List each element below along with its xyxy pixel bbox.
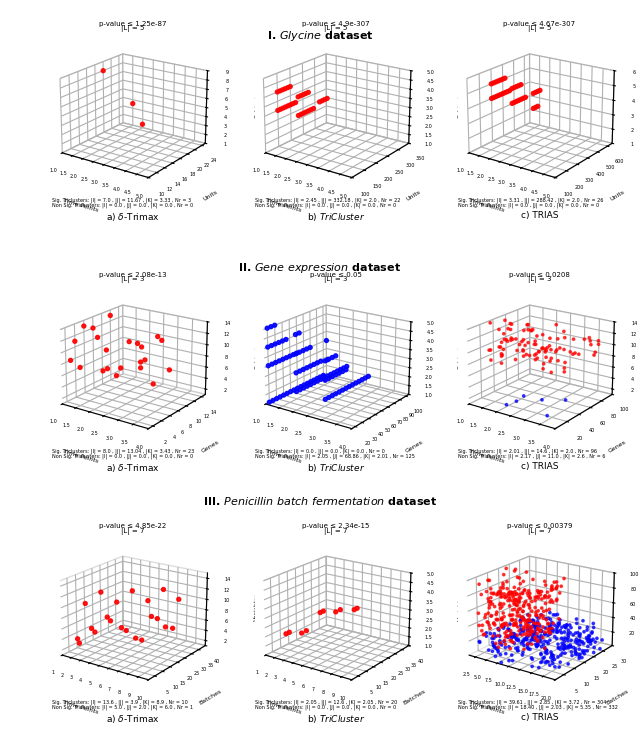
Y-axis label: Genes: Genes bbox=[607, 439, 627, 454]
Y-axis label: Genes: Genes bbox=[404, 439, 424, 454]
Text: Sig. Triclusters: |I| = 39.61 , |J| = 2.85 , |K| = 3.72 , Nr = 304: Sig. Triclusters: |I| = 39.61 , |J| = 2.… bbox=[458, 700, 607, 705]
Y-axis label: Units: Units bbox=[202, 189, 219, 202]
X-axis label: Time Points: Time Points bbox=[62, 449, 99, 464]
Y-axis label: Batches: Batches bbox=[198, 688, 223, 706]
Text: p-value ≤ 1.25e-87: p-value ≤ 1.25e-87 bbox=[99, 21, 166, 27]
Text: p-value ≤ 0.05: p-value ≤ 0.05 bbox=[310, 272, 362, 278]
Text: |L| = 7: |L| = 7 bbox=[121, 528, 145, 534]
Text: p-value ≤ 2.08e-13: p-value ≤ 2.08e-13 bbox=[99, 272, 166, 278]
Text: Sig. Triclusters: |I| = 2.01 , |J| = 14.6 , |K| = 2.0 , Nr = 96: Sig. Triclusters: |I| = 2.01 , |J| = 14.… bbox=[458, 448, 597, 454]
X-axis label: Time Points: Time Points bbox=[266, 198, 302, 213]
X-axis label: Time Points: Time Points bbox=[469, 700, 505, 715]
Text: III. $\it{Penicillin\ batch\ fermentation}$ dataset: III. $\it{Penicillin\ batch\ fermentatio… bbox=[203, 495, 437, 507]
Text: |L| = 5: |L| = 5 bbox=[121, 25, 144, 32]
Text: Non Sig. Triclusters: |I| = 5.0 , |J| = 2.0 , |K| = 6.0 , Nr = 1: Non Sig. Triclusters: |I| = 5.0 , |J| = … bbox=[52, 705, 193, 710]
Text: Non Sig. Triclusters: |I| = 18.40 , |J| = 2.03 , |K| = 5.35 , Nr = 332: Non Sig. Triclusters: |I| = 18.40 , |J| … bbox=[458, 705, 618, 710]
Text: p-value ≤ 0.00379: p-value ≤ 0.00379 bbox=[507, 523, 572, 529]
Text: Sig. Triclusters: |I| = 7.0 , |J| = 11.67 , |K| = 3.33 , Nr = 3: Sig. Triclusters: |I| = 7.0 , |J| = 11.6… bbox=[52, 197, 191, 203]
Text: II. $\it{Gene\ expression}$ dataset: II. $\it{Gene\ expression}$ dataset bbox=[239, 261, 401, 275]
Text: Non Sig. Triclusters: |I| = 0.0 , |J| = 0.0 , |K| = 0.0 , Nr = 0: Non Sig. Triclusters: |I| = 0.0 , |J| = … bbox=[255, 705, 396, 710]
Text: |L| = 3: |L| = 3 bbox=[324, 277, 348, 283]
Y-axis label: Batches: Batches bbox=[605, 688, 630, 706]
Text: b) $\it{TriCluster}$: b) $\it{TriCluster}$ bbox=[307, 462, 365, 474]
Text: I. $\it{Glycine}$ dataset: I. $\it{Glycine}$ dataset bbox=[266, 29, 374, 43]
Text: a) $\delta$-Trimax: a) $\delta$-Trimax bbox=[106, 462, 159, 474]
Text: a) $\delta$-Trimax: a) $\delta$-Trimax bbox=[106, 713, 159, 725]
Y-axis label: Batches: Batches bbox=[402, 688, 426, 706]
X-axis label: Time Points: Time Points bbox=[266, 700, 302, 715]
Text: Sig. Triclusters: |I| = 0.0 , |J| = 0.0 , |K| = 0.0 , Nr = 0: Sig. Triclusters: |I| = 0.0 , |J| = 0.0 … bbox=[255, 448, 385, 454]
Text: p-value ≤ 4.85e-22: p-value ≤ 4.85e-22 bbox=[99, 523, 166, 529]
Text: p-value ≤ 2.34e-15: p-value ≤ 2.34e-15 bbox=[302, 523, 370, 529]
Text: Sig. Triclusters: |I| = 13.6 , |J| = 3.9 , |K| = 8.9 , Nr = 10: Sig. Triclusters: |I| = 13.6 , |J| = 3.9… bbox=[52, 700, 188, 705]
Text: Non Sig. Triclusters: |I| = 0.0 , |J| = 0.0 , |K| = 0.0 , Nr = 0: Non Sig. Triclusters: |I| = 0.0 , |J| = … bbox=[52, 203, 193, 208]
Text: p-value ≤ 4.9e-307: p-value ≤ 4.9e-307 bbox=[302, 21, 370, 27]
Text: Sig. Triclusters: |I| = 2.45 , |J| = 332.18 , |K| = 2.0 , Nr = 22: Sig. Triclusters: |I| = 2.45 , |J| = 332… bbox=[255, 197, 401, 203]
Text: |L| = 5: |L| = 5 bbox=[528, 25, 551, 32]
Text: b) $\it{TriCluster}$: b) $\it{TriCluster}$ bbox=[307, 211, 365, 223]
Text: p-value ≤ 4.67e-307: p-value ≤ 4.67e-307 bbox=[504, 21, 575, 27]
Text: c) TRIAS: c) TRIAS bbox=[521, 462, 558, 471]
Text: Sig. Triclusters: |I| = 3.31 , |J| = 288.42 , |K| = 2.0 , Nr = 26: Sig. Triclusters: |I| = 3.31 , |J| = 288… bbox=[458, 197, 604, 203]
Text: Non Sig. Triclusters: |I| = 2.17 , |J| = 11.0 , |K| = 2.6 , Nr = 6: Non Sig. Triclusters: |I| = 2.17 , |J| =… bbox=[458, 454, 606, 459]
Text: |L| = 3: |L| = 3 bbox=[527, 277, 551, 283]
Text: Non Sig. Triclusters: |I| = 0.0 , |J| = 0.0 , |K| = 0.0 , Nr = 0: Non Sig. Triclusters: |I| = 0.0 , |J| = … bbox=[255, 203, 396, 208]
Text: b) $\it{TriCluster}$: b) $\it{TriCluster}$ bbox=[307, 713, 365, 725]
X-axis label: Time Points: Time Points bbox=[469, 198, 505, 213]
Text: |L| = 7: |L| = 7 bbox=[527, 528, 551, 534]
X-axis label: Time Points: Time Points bbox=[62, 198, 99, 213]
Text: Sig. Triclusters: |I| = 2.05 , |J| = 12.6 , |K| = 2.05 , Nr = 20: Sig. Triclusters: |I| = 2.05 , |J| = 12.… bbox=[255, 700, 397, 705]
Text: |L| = 5: |L| = 5 bbox=[324, 25, 348, 32]
Text: Sig. Triclusters: |I| = 8.0 , |J| = 13.04 , |K| = 3.43 , Nr = 23: Sig. Triclusters: |I| = 8.0 , |J| = 13.0… bbox=[52, 448, 194, 454]
Y-axis label: Units: Units bbox=[609, 189, 625, 202]
Text: |L| = 7: |L| = 7 bbox=[324, 528, 348, 534]
Text: c) TRIAS: c) TRIAS bbox=[521, 713, 558, 722]
Text: |L| = 3: |L| = 3 bbox=[121, 277, 145, 283]
Y-axis label: Units: Units bbox=[406, 189, 422, 202]
X-axis label: Time Points: Time Points bbox=[266, 449, 302, 464]
X-axis label: Time Points: Time Points bbox=[469, 449, 505, 464]
X-axis label: Time Points: Time Points bbox=[62, 700, 99, 715]
Y-axis label: Genes: Genes bbox=[201, 439, 220, 454]
Text: c) TRIAS: c) TRIAS bbox=[521, 211, 558, 220]
Text: Non Sig. Triclusters: |I| = 0.0 , |J| = 0.0 , |K| = 0.0 , Nr = 0: Non Sig. Triclusters: |I| = 0.0 , |J| = … bbox=[52, 454, 193, 459]
Text: Non Sig. Triclusters: |I| = 0.0 , |J| = 0.0 , |K| = 0.0 , Nr = 0: Non Sig. Triclusters: |I| = 0.0 , |J| = … bbox=[458, 203, 600, 208]
Text: p-value ≤ 0.0208: p-value ≤ 0.0208 bbox=[509, 272, 570, 278]
Text: a) $\delta$-Trimax: a) $\delta$-Trimax bbox=[106, 211, 159, 223]
Text: Non Sig. Triclusters: |I| = 2.05 , |J| = 68.86 , |K| = 2.01 , Nr = 125: Non Sig. Triclusters: |I| = 2.05 , |J| =… bbox=[255, 454, 415, 459]
